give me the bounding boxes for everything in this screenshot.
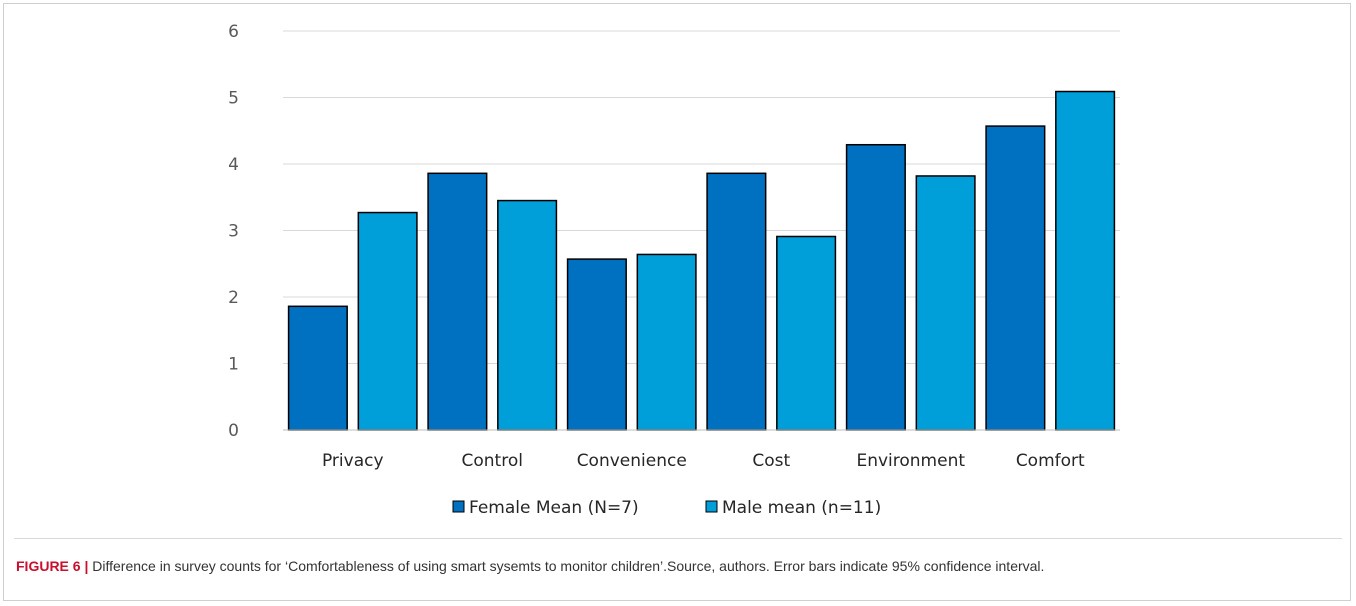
bar	[566, 258, 627, 431]
legend-label: Female Mean (N=7)	[469, 498, 639, 518]
x-category-label: Convenience	[577, 451, 687, 471]
x-category-label: Privacy	[322, 451, 384, 471]
bar	[985, 125, 1046, 431]
bars	[287, 90, 1116, 431]
bar	[636, 253, 697, 431]
y-tick-label: 0	[228, 421, 239, 441]
bar	[427, 172, 488, 431]
legend-swatch	[452, 500, 465, 513]
figure-caption: FIGURE 6 | Difference in survey counts f…	[16, 556, 1336, 576]
y-tick-label: 6	[228, 22, 239, 42]
gridlines	[283, 30, 1120, 364]
y-axis-ticks: 0 1 2 3 4 5 6	[228, 22, 239, 441]
x-category-label: Control	[462, 451, 523, 471]
caption-divider	[14, 538, 1342, 539]
bar	[845, 143, 906, 431]
x-category-label: Environment	[856, 451, 965, 471]
bar	[915, 175, 976, 431]
caption-label: FIGURE 6 |	[16, 558, 89, 574]
bar	[287, 305, 348, 431]
bar	[497, 199, 558, 431]
bar	[776, 235, 837, 431]
legend-swatch	[705, 500, 718, 513]
bar	[706, 172, 767, 431]
x-axis-categories: Privacy Control Convenience Cost Environment…	[322, 451, 1085, 471]
y-tick-label: 2	[228, 288, 239, 308]
y-tick-label: 1	[228, 355, 239, 375]
legend-label: Male mean (n=11)	[722, 498, 881, 518]
legend: Female Mean (N=7) Male mean (n=11)	[452, 498, 881, 518]
bar-chart: 0 1 2 3 4 5 6 Privacy Control Convenience Cost Env…	[228, 22, 1120, 518]
caption-text: Difference in survey counts for ‘Comfort…	[88, 558, 1045, 574]
y-tick-label: 5	[228, 89, 239, 109]
bar	[1055, 90, 1116, 431]
y-tick-label: 3	[228, 222, 239, 242]
x-category-label: Cost	[752, 451, 790, 471]
y-tick-label: 4	[228, 155, 239, 175]
x-category-label: Comfort	[1016, 451, 1085, 471]
bar	[357, 211, 418, 431]
